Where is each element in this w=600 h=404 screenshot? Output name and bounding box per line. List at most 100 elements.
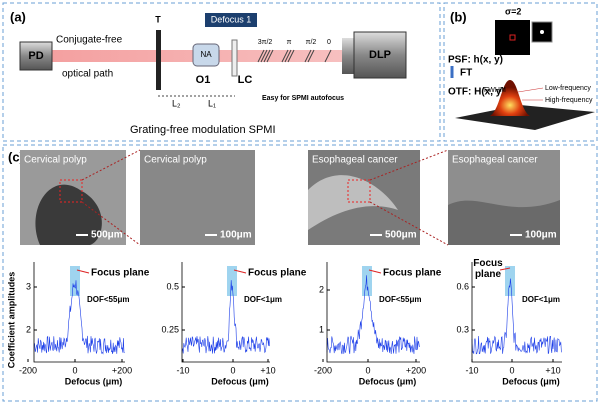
otf-peak (490, 80, 530, 116)
y-tick-label: 3 (26, 281, 31, 291)
zoom-lines (81, 149, 141, 246)
x-tick-label: -200 (314, 365, 332, 375)
scale-label: 500μm (385, 230, 417, 241)
y-tick-label: 1 (319, 324, 324, 334)
panel-label: (a) (10, 9, 26, 24)
annotation: Focus plane (91, 268, 150, 279)
psf-dot (540, 30, 544, 34)
pointer (499, 267, 511, 271)
pointers (517, 87, 544, 101)
text: Defocus 1 (211, 14, 252, 24)
x-tick-label: -200 (19, 365, 37, 375)
scale-label: 500μm (91, 230, 123, 241)
x-tick-label: 0 (509, 365, 514, 375)
annotation: Focus plane (473, 258, 503, 280)
text: FWHM (484, 87, 506, 94)
text: T (155, 14, 161, 24)
pointer (76, 269, 90, 274)
panel-a: (a) PD Conjugate-free optical path T Def… (10, 9, 407, 136)
scale-label: 100μm (220, 230, 252, 241)
signal (181, 280, 270, 354)
pointer (233, 269, 247, 274)
panel-b: (b) σ=2 PSF: h(x, y) FT OTF: H(x, y) FWH… (448, 6, 595, 130)
psf-roi (509, 34, 516, 41)
y-axis-label: Coefficient amplitudes (6, 272, 16, 369)
text: Conjugate-free (56, 35, 123, 46)
target (156, 30, 161, 90)
text: LC (238, 74, 253, 86)
y-tick-label: 2 (319, 284, 324, 294)
tissue (308, 175, 398, 230)
gratings (257, 49, 332, 63)
pointer (368, 269, 382, 274)
otf-base (455, 105, 595, 130)
phase: π/2 (306, 39, 317, 46)
axes (326, 262, 420, 363)
text: Easy for SPMI autofocus (262, 95, 344, 102)
text: FT (460, 68, 472, 79)
image-title: Esophageal cancer (452, 155, 538, 166)
axes (33, 262, 125, 363)
phase: 0 (327, 39, 331, 46)
x-tick-label: +10 (260, 365, 275, 375)
y-tick-label: 0.25 (161, 324, 179, 334)
image-title: Esophageal cancer (312, 155, 398, 166)
text: Low-frequency (545, 85, 591, 92)
text: High-frequency (545, 97, 593, 104)
text: L₂ (172, 98, 181, 108)
y-tick-label: 0.6 (456, 281, 469, 291)
x-tick-label: 0 (365, 365, 370, 375)
text: DLP (369, 49, 391, 61)
signal (326, 275, 420, 355)
x-axis-label: Defocus (μm) (359, 376, 417, 386)
signal (33, 280, 125, 355)
scale-label: 100μm (525, 230, 557, 241)
defocus-box (205, 13, 257, 27)
x-axis-label: Defocus (μm) (502, 376, 560, 386)
dof: DOF<55μm (379, 295, 421, 304)
x-tick-label: -10 (465, 365, 478, 375)
zoom-lines (369, 149, 449, 246)
pd-box (19, 41, 53, 71)
phase: 3π/2 (258, 39, 273, 46)
dof: DOF<1μm (522, 295, 560, 304)
roi (59, 179, 83, 203)
y-tick-label: 0.3 (456, 324, 469, 334)
text: NA (200, 50, 212, 59)
plots: -200 0 +200 3 2 Defocus (μm) Focus plane DOF<55… (19, 258, 562, 386)
text: PSF: h(x, y) (448, 55, 503, 66)
x-axis-label: Defocus (μm) (65, 376, 123, 386)
annotation: Focus plane (248, 268, 307, 279)
text: σ=2 (505, 6, 521, 16)
phase: π (287, 39, 292, 46)
y-tick-label: 2 (26, 324, 31, 334)
focus-band (227, 266, 237, 296)
tissue (35, 184, 102, 245)
caption: Grating-free modulation SPMI (130, 124, 276, 136)
x-axis-label: Defocus (μm) (211, 376, 269, 386)
dlp-lens (342, 38, 354, 74)
x-tick-label: +10 (545, 365, 560, 375)
pd: PD (28, 50, 43, 62)
text: O1 (196, 74, 211, 86)
dlp-box (353, 31, 407, 79)
dof: DOF<55μm (87, 295, 129, 304)
image-title: Cervical polyp (144, 155, 207, 166)
dof: DOF<1μm (244, 295, 282, 304)
annotation: Focus plane (383, 268, 442, 279)
text: optical path (62, 69, 113, 80)
y-tick-label: 0.5 (166, 281, 179, 291)
image-title: Cervical polyp (24, 155, 87, 166)
image (140, 150, 255, 245)
x-tick-label: -10 (176, 365, 189, 375)
focus-band (70, 266, 80, 296)
psf-image (495, 20, 530, 55)
signal (471, 278, 562, 355)
axes (181, 262, 270, 363)
tissue (448, 200, 560, 245)
roi (347, 179, 371, 203)
x-tick-label: +200 (406, 365, 426, 375)
panel-label: (b) (450, 9, 467, 24)
